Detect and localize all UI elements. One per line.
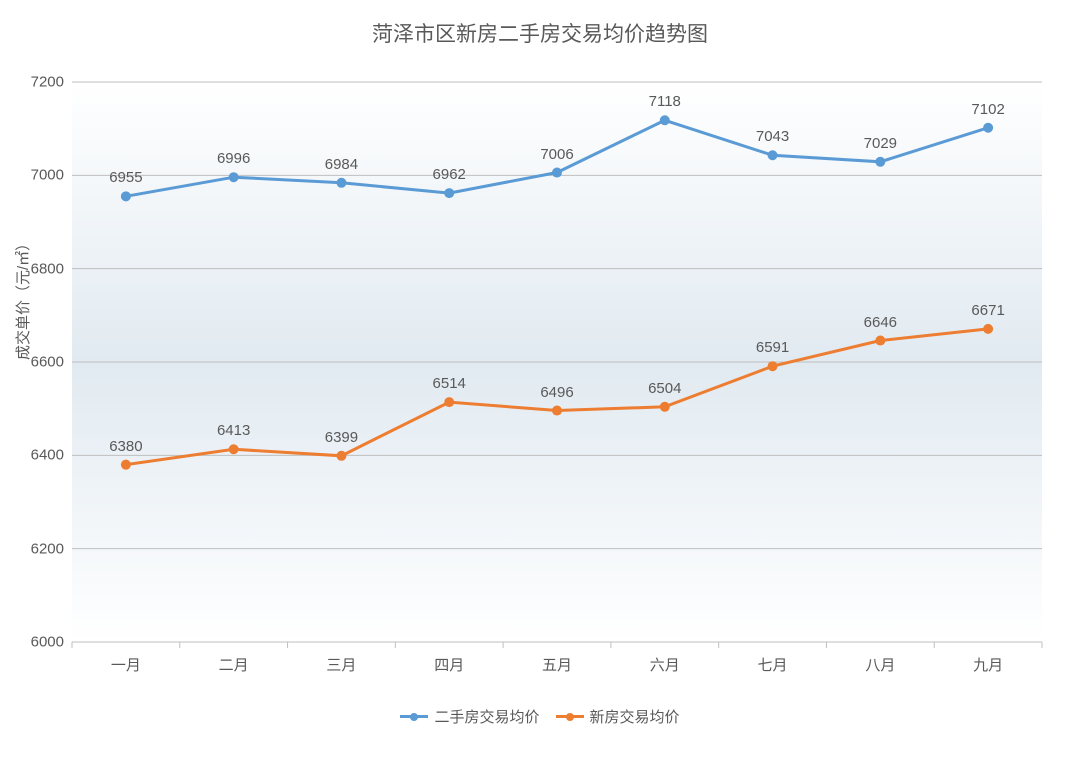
series-marker xyxy=(983,123,993,133)
data-label: 6671 xyxy=(971,302,1004,319)
data-label: 7102 xyxy=(971,101,1004,118)
x-tick-label: 八月 xyxy=(865,654,895,675)
data-label: 6984 xyxy=(325,156,358,173)
x-tick-label: 二月 xyxy=(219,654,249,675)
series-marker xyxy=(768,361,778,371)
series-marker xyxy=(229,444,239,454)
y-tick-label: 6000 xyxy=(31,634,64,651)
x-tick-label: 六月 xyxy=(650,654,680,675)
plot-area: 6000620064006600680070007200一月二月三月四月五月六月… xyxy=(72,82,1042,642)
data-label: 7029 xyxy=(864,135,897,152)
x-tick-label: 三月 xyxy=(326,654,356,675)
y-tick-label: 7000 xyxy=(31,167,64,184)
series-marker xyxy=(336,178,346,188)
legend-item: 二手房交易均价 xyxy=(400,706,539,727)
legend: 二手房交易均价 新房交易均价 xyxy=(0,705,1080,727)
legend-swatch xyxy=(400,715,428,718)
series-marker xyxy=(336,451,346,461)
series-marker xyxy=(660,402,670,412)
y-tick-label: 6600 xyxy=(31,354,64,371)
series-marker xyxy=(552,406,562,416)
chart-title: 菏泽市区新房二手房交易均价趋势图 xyxy=(0,18,1080,48)
series-marker xyxy=(660,115,670,125)
x-tick-label: 五月 xyxy=(542,654,572,675)
series-marker xyxy=(768,150,778,160)
data-label: 6591 xyxy=(756,339,789,356)
chart-container: 菏泽市区新房二手房交易均价趋势图 成交单价（元/㎡） 6000620064006… xyxy=(0,0,1080,761)
data-label: 6380 xyxy=(109,438,142,455)
y-tick-label: 7200 xyxy=(31,74,64,91)
y-tick-label: 6800 xyxy=(31,260,64,277)
series-marker xyxy=(983,324,993,334)
legend-swatch xyxy=(556,715,584,718)
series-marker xyxy=(444,188,454,198)
series-marker xyxy=(875,157,885,167)
x-tick-label: 四月 xyxy=(434,654,464,675)
data-label: 6413 xyxy=(217,422,250,439)
legend-label: 二手房交易均价 xyxy=(434,706,539,727)
y-tick-label: 6400 xyxy=(31,447,64,464)
data-label: 6399 xyxy=(325,429,358,446)
data-label: 6504 xyxy=(648,380,681,397)
x-tick-label: 七月 xyxy=(758,654,788,675)
data-label: 7043 xyxy=(756,128,789,145)
y-axis-label: 成交单价（元/㎡） xyxy=(12,236,33,360)
y-tick-label: 6200 xyxy=(31,540,64,557)
x-tick-label: 一月 xyxy=(111,654,141,675)
data-label: 6955 xyxy=(109,169,142,186)
legend-item: 新房交易均价 xyxy=(556,706,680,727)
series-marker xyxy=(229,172,239,182)
data-label: 6962 xyxy=(433,166,466,183)
data-label: 6996 xyxy=(217,150,250,167)
data-label: 6514 xyxy=(433,375,466,392)
series-marker xyxy=(552,168,562,178)
data-label: 6646 xyxy=(864,314,897,331)
x-tick-label: 九月 xyxy=(973,654,1003,675)
data-label: 7006 xyxy=(540,146,573,163)
data-label: 6496 xyxy=(540,384,573,401)
data-label: 7118 xyxy=(649,93,681,110)
series-marker xyxy=(121,460,131,470)
series-marker xyxy=(121,191,131,201)
series-marker xyxy=(875,336,885,346)
series-marker xyxy=(444,397,454,407)
legend-label: 新房交易均价 xyxy=(590,706,680,727)
